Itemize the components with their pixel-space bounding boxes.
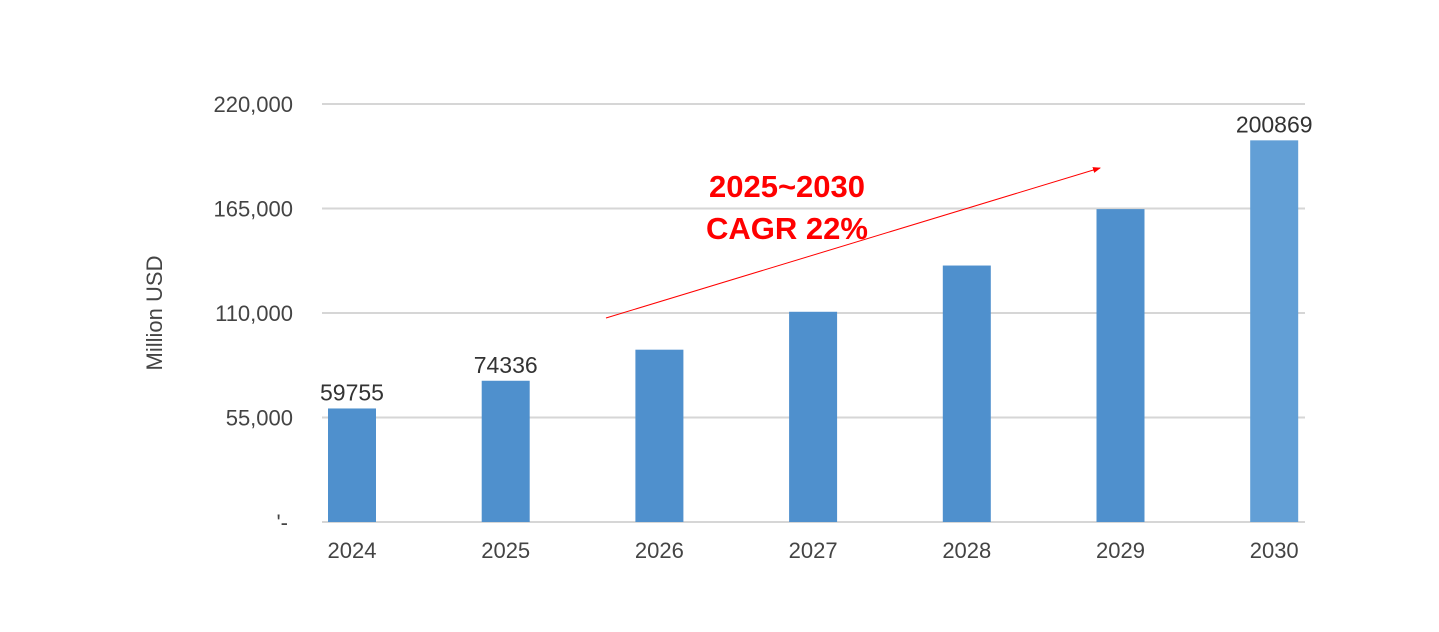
x-tick-label: 2028	[942, 538, 991, 563]
bars	[328, 140, 1299, 522]
x-tick-label: 2025	[481, 538, 530, 563]
x-tick-label: 2027	[789, 538, 838, 563]
data-label: 59755	[320, 379, 384, 405]
y-tick-label: 165,000	[213, 197, 293, 222]
y-axis-label: Million USD	[142, 256, 167, 371]
cagr-annotation: 2025~2030 CAGR 22%	[605, 167, 1101, 319]
annotation-line-1: 2025~2030	[709, 169, 865, 204]
data-label: 74336	[474, 352, 538, 378]
y-tick-label: 110,000	[215, 301, 293, 326]
y-tick-label: '-	[276, 510, 288, 535]
x-tick-label: 2026	[635, 538, 684, 563]
bar-2030	[1250, 140, 1299, 522]
data-label: 200869	[1236, 111, 1313, 137]
bar-2025	[481, 380, 530, 522]
trend-arrow	[605, 167, 1101, 319]
bar-2024	[328, 408, 376, 522]
data-labels: 59755 74336 200869	[320, 111, 1313, 405]
x-tick-label: 2029	[1096, 538, 1145, 563]
y-tick-labels: '- 55,000 110,000 165,000 220,000	[213, 92, 293, 535]
y-tick-label: 220,000	[213, 92, 293, 117]
x-tick-label: 2024	[328, 538, 377, 563]
bar-2028	[942, 265, 991, 522]
bar-2026	[635, 349, 684, 522]
bar-2029	[1096, 209, 1145, 522]
x-tick-labels: 2024 2025 2026 2027 2028 2029 2030	[328, 538, 1299, 563]
y-tick-label: 55,000	[226, 406, 293, 431]
bar-2027	[789, 311, 838, 522]
x-tick-label: 2030	[1250, 538, 1299, 563]
annotation-line-2: CAGR 22%	[706, 211, 868, 246]
